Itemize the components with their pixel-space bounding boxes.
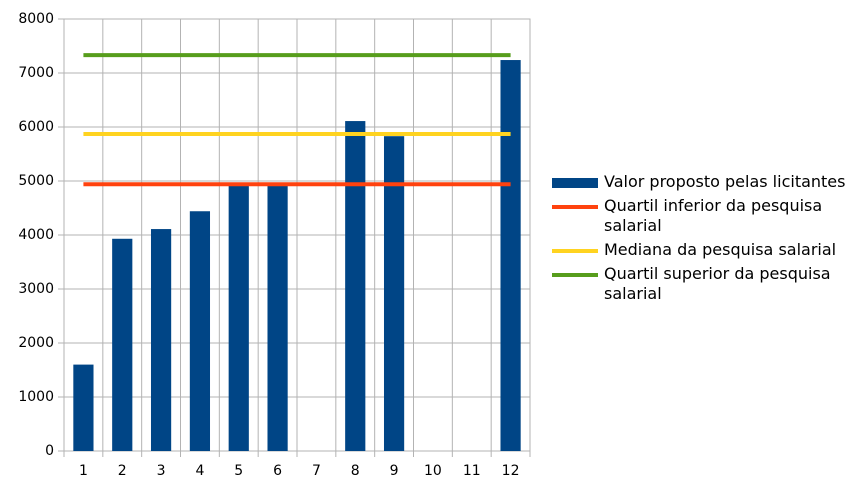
x-tick-label: 4 — [195, 463, 204, 479]
legend: Valor proposto pelas licitantes Quartil i… — [552, 172, 856, 308]
legend-label: Mediana da pesquisa salarial — [604, 240, 837, 259]
x-tick-label: 2 — [118, 463, 127, 479]
legend-item: Quartil superior da pesquisa salarial — [552, 264, 856, 304]
swatch — [552, 178, 598, 188]
bar — [150, 229, 172, 451]
legend-item: Mediana da pesquisa salarial — [552, 240, 856, 260]
bar — [500, 60, 521, 451]
y-tick-label: 0 — [45, 443, 54, 459]
bar — [189, 211, 211, 451]
x-tick-label: 7 — [312, 463, 321, 479]
bar — [267, 184, 288, 452]
swatch — [552, 205, 598, 209]
plot-frame — [63, 18, 531, 452]
x-tick-label: 11 — [463, 463, 481, 479]
legend-label: Quartil superior da pesquisa salarial — [604, 264, 831, 303]
legend-swatch — [552, 205, 598, 209]
y-tick-label: 6000 — [18, 119, 54, 135]
legend-swatch — [552, 249, 598, 253]
legend-label: Quartil inferior da pesquisa salarial — [604, 196, 823, 235]
y-tick-label: 5000 — [18, 173, 54, 189]
y-tick-label: 3000 — [18, 281, 54, 297]
y-tick-label: 1000 — [18, 389, 54, 405]
bar — [228, 184, 249, 452]
y-tick-label: 4000 — [18, 227, 54, 243]
x-tick-label: 9 — [390, 463, 399, 479]
legend-label: Valor proposto pelas licitantes — [604, 172, 846, 191]
x-tick-label: 8 — [351, 463, 360, 479]
y-tick-label: 7000 — [18, 65, 54, 81]
bar — [345, 121, 366, 451]
x-tick-label: 1 — [79, 463, 88, 479]
bar — [73, 364, 94, 451]
x-tick-label: 5 — [234, 463, 243, 479]
x-tick-label: 6 — [273, 463, 282, 479]
x-tick-label: 10 — [424, 463, 442, 479]
y-tick-label: 2000 — [18, 335, 54, 351]
bar — [383, 136, 405, 451]
swatch — [552, 273, 598, 277]
swatch — [552, 249, 598, 253]
y-tick-label: 8000 — [18, 11, 54, 27]
legend-item: Valor proposto pelas licitantes — [552, 172, 856, 192]
legend-swatch — [552, 178, 598, 188]
x-tick-label: 3 — [157, 463, 166, 479]
legend-item: Quartil inferior da pesquisa salarial — [552, 196, 856, 236]
x-tick-label: 12 — [502, 463, 520, 479]
legend-swatch — [552, 273, 598, 277]
bar — [112, 238, 133, 451]
